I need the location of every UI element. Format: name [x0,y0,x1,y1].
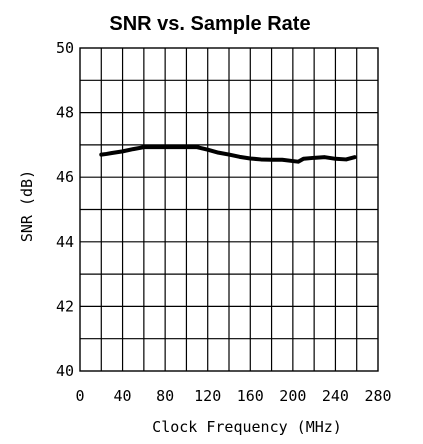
x-tick-label: 40 [114,387,132,405]
y-tick-label: 40 [56,362,74,380]
x-tick-label: 0 [75,387,84,405]
y-tick-label: 44 [56,233,74,251]
y-tick-label: 48 [56,104,74,122]
x-tick-label: 240 [322,387,349,405]
x-tick-label: 200 [279,387,306,405]
x-tick-label: 280 [364,387,391,405]
x-axis-label: Clock Frequency (MHz) [152,418,342,436]
snr-series-line [99,145,357,164]
y-tick-label: 42 [56,297,74,315]
y-tick-label: 50 [56,39,74,57]
x-tick-label: 80 [156,387,174,405]
x-tick-label: 160 [237,387,264,405]
y-tick-label: 46 [56,168,74,186]
y-axis-label: SNR (dB) [18,170,36,242]
chart-title: SNR vs. Sample Rate [109,13,310,35]
x-tick-label: 120 [194,387,221,405]
